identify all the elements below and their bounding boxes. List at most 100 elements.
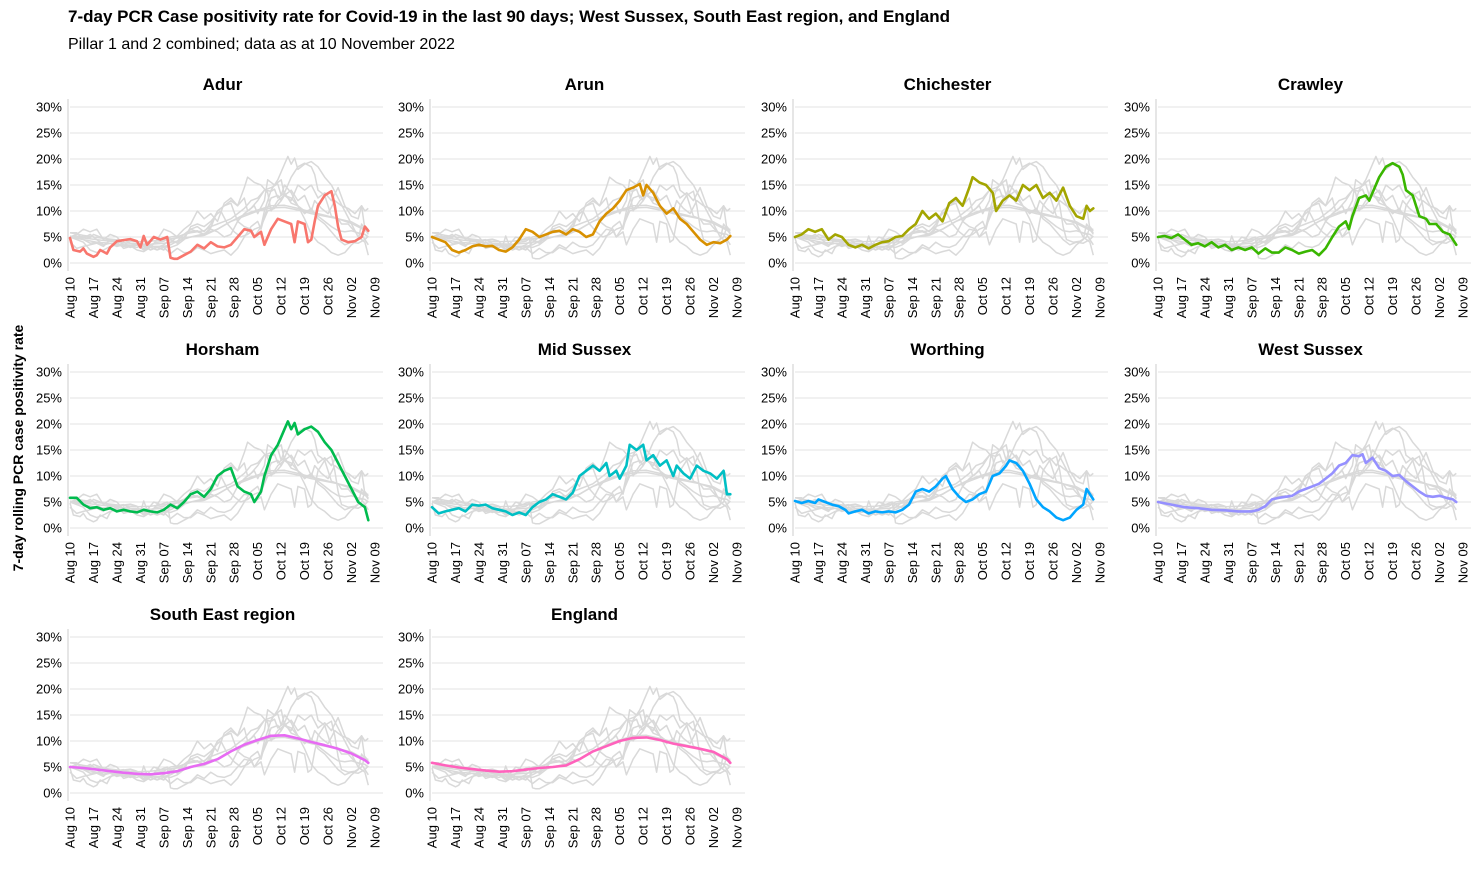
y-tick-label: 20% (761, 152, 787, 167)
background-series-adur (69, 720, 369, 790)
x-tick-label: Aug 10 (425, 277, 440, 318)
y-tick-label: 10% (1124, 204, 1150, 219)
x-tick-label: Aug 31 (1221, 542, 1236, 583)
series-line-worthing (793, 459, 1095, 522)
x-tick-label: Sep 21 (203, 277, 218, 318)
y-tick-label: 10% (36, 734, 62, 749)
x-tick-label: Sep 28 (227, 277, 242, 318)
x-tick-label: Aug 31 (495, 277, 510, 318)
x-tick-label: Oct 19 (297, 542, 312, 580)
x-tick-label: Sep 14 (180, 277, 195, 318)
x-tick-label: Oct 26 (321, 542, 336, 580)
y-tick-label: 5% (43, 230, 62, 245)
x-tick-label: Aug 31 (133, 277, 148, 318)
x-tick-label: Sep 21 (928, 542, 943, 583)
x-tick-label: Aug 24 (109, 542, 124, 583)
y-tick-label: 30% (36, 365, 62, 380)
background-series-adur (431, 455, 731, 525)
x-tick-label: Aug 24 (471, 807, 486, 848)
y-tick-label: 25% (36, 126, 62, 141)
y-tick-label: 0% (1131, 256, 1150, 271)
background-series-west-sussex (69, 718, 369, 778)
x-tick-label: Sep 07 (518, 542, 533, 583)
y-tick-label: 25% (36, 391, 62, 406)
x-tick-label: Aug 10 (1151, 277, 1166, 318)
series-line-mid-sussex (430, 443, 732, 517)
y-tick-label: 10% (398, 734, 424, 749)
x-tick-label: Aug 31 (495, 542, 510, 583)
x-tick-label: Sep 07 (1244, 277, 1259, 318)
x-tick-label: Aug 10 (63, 807, 78, 848)
y-tick-label: 30% (1124, 365, 1150, 380)
x-tick-label: Nov 09 (730, 807, 745, 848)
x-tick-label: Nov 02 (1432, 277, 1447, 318)
x-tick-label: Oct 05 (612, 807, 627, 845)
x-tick-label: Sep 21 (203, 807, 218, 848)
x-tick-label: Aug 31 (858, 277, 873, 318)
y-tick-label: 5% (405, 495, 424, 510)
x-tick-label: Nov 02 (1069, 542, 1084, 583)
x-tick-label: Sep 28 (952, 542, 967, 583)
x-tick-label: Oct 12 (274, 807, 289, 845)
x-tick-label: Oct 19 (659, 807, 674, 845)
x-tick-label: Aug 31 (495, 807, 510, 848)
x-tick-label: Nov 09 (1093, 277, 1108, 318)
x-tick-label: Aug 17 (811, 277, 826, 318)
background-series-west-sussex (69, 188, 369, 248)
y-tick-label: 10% (398, 469, 424, 484)
x-tick-label: Sep 28 (589, 542, 604, 583)
y-tick-label: 20% (36, 682, 62, 697)
x-tick-label: Nov 02 (1069, 277, 1084, 318)
x-tick-label: Sep 14 (542, 277, 557, 318)
x-tick-label: Nov 09 (1093, 542, 1108, 583)
x-tick-label: Aug 24 (471, 277, 486, 318)
x-tick-label: Sep 21 (928, 277, 943, 318)
x-tick-label: Sep 07 (1244, 542, 1259, 583)
series-line-chichester (793, 175, 1095, 250)
x-tick-label: Sep 28 (1315, 277, 1330, 318)
series-line-crawley (1156, 161, 1458, 257)
x-tick-label: Oct 05 (250, 807, 265, 845)
y-tick-label: 0% (1131, 521, 1150, 536)
x-tick-label: Oct 12 (636, 807, 651, 845)
x-tick-label: Oct 12 (636, 277, 651, 315)
x-tick-label: Aug 17 (86, 277, 101, 318)
background-series-west-sussex (431, 718, 731, 778)
y-tick-label: 5% (768, 495, 787, 510)
x-tick-label: Oct 26 (1046, 277, 1061, 315)
x-tick-label: Oct 05 (1338, 542, 1353, 580)
x-tick-label: Sep 28 (589, 807, 604, 848)
y-tick-label: 25% (1124, 126, 1150, 141)
y-tick-label: 15% (398, 443, 424, 458)
x-tick-label: Nov 09 (1456, 277, 1471, 318)
x-tick-label: Oct 05 (612, 277, 627, 315)
panel-mid-sussex: Mid Sussex 0% 5% 10% 15% 20% 25% 30% Aug 10 Aug 1… (398, 340, 745, 583)
series-line-west-sussex (1156, 452, 1458, 513)
y-tick-label: 10% (1124, 469, 1150, 484)
x-tick-label: Nov 02 (706, 807, 721, 848)
y-tick-label: 25% (398, 391, 424, 406)
x-tick-label: Sep 14 (1268, 542, 1283, 583)
x-tick-label: Aug 10 (788, 542, 803, 583)
y-tick-label: 30% (36, 100, 62, 115)
x-tick-label: Sep 07 (518, 277, 533, 318)
panel-title: Mid Sussex (538, 340, 632, 359)
y-tick-label: 5% (1131, 230, 1150, 245)
y-tick-label: 20% (1124, 152, 1150, 167)
x-tick-label: Aug 10 (788, 277, 803, 318)
y-tick-label: 15% (398, 178, 424, 193)
y-tick-label: 15% (36, 443, 62, 458)
x-tick-label: Oct 26 (321, 807, 336, 845)
x-tick-label: Nov 02 (706, 277, 721, 318)
x-tick-label: Aug 24 (834, 542, 849, 583)
x-tick-label: Sep 21 (565, 542, 580, 583)
panel-title: Adur (203, 75, 243, 94)
y-tick-label: 10% (36, 204, 62, 219)
y-tick-label: 25% (761, 126, 787, 141)
y-tick-label: 0% (405, 786, 424, 801)
background-series-mid-sussex (1157, 179, 1457, 251)
x-tick-label: Aug 10 (63, 542, 78, 583)
y-tick-label: 30% (761, 365, 787, 380)
panel-horsham: Horsham 0% 5% 10% 15% 20% 25% 30% Aug 10 Aug 17 Au… (36, 340, 383, 583)
